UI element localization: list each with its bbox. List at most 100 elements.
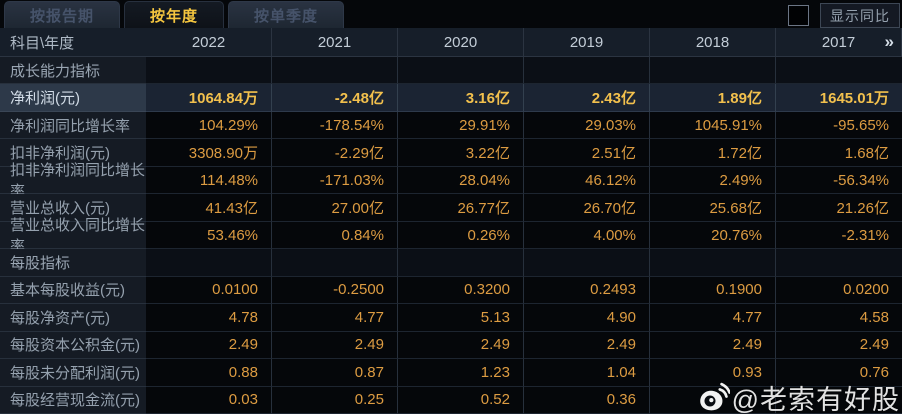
tab-by-single-quarter[interactable]: 按单季度 (228, 1, 345, 28)
section-row: 成长能力指标 (0, 57, 902, 85)
row-label: 成长能力指标 (0, 57, 146, 85)
table-cell (272, 57, 398, 85)
table-cell: 2.49 (272, 331, 398, 360)
row-label: 营业总收入(元) (0, 194, 146, 222)
row-label: 基本每股收益(元) (0, 276, 146, 305)
table-cell: 3308.90万 (146, 139, 272, 167)
table-cell (650, 386, 776, 414)
table-cell: -2.29亿 (272, 139, 398, 167)
table-cell (776, 386, 902, 414)
row-label: 每股净资产(元) (0, 304, 146, 332)
table-cell: -0.2500 (272, 276, 398, 305)
table-cell: 0.0100 (146, 276, 272, 305)
table-row: 营业总收入同比增长率 53.46% 0.84% 0.26% 4.00% 20.76% -2.… (0, 217, 902, 255)
row-label: 营业总收入同比增长率 (0, 217, 146, 255)
table-row: 净利润同比增长率 104.29% -178.54% 29.91% 29.03% 1045.… (0, 111, 902, 140)
table-cell: -56.34% (776, 166, 902, 195)
tabbar-right-controls: 显示同比 (788, 3, 902, 28)
table-cell (776, 57, 902, 85)
table-row: 每股经营现金流(元) 0.03 0.25 0.52 0.36 (0, 386, 902, 414)
table-cell (146, 249, 272, 277)
table-cell: 1.23 (398, 359, 524, 387)
table-cell: 2.49 (524, 331, 650, 360)
table-cell: 26.70亿 (524, 194, 650, 222)
table-cell: 41.43亿 (146, 194, 272, 222)
table-cell: 5.13 (398, 304, 524, 332)
table-row: 扣非净利润同比增长率 114.48% -171.03% 28.04% 46.12% 2.4… (0, 162, 902, 200)
table-cell: 25.68亿 (650, 194, 776, 222)
financial-table: 科目\年度 2022 2021 2020 2019 2018 2017» 成长能力指标 净利润(… (0, 28, 902, 414)
row-label: 每股经营现金流(元) (0, 386, 146, 414)
section-row: 每股指标 (0, 249, 902, 277)
row-label: 每股未分配利润(元) (0, 359, 146, 387)
table-cell: 46.12% (524, 166, 650, 195)
table-cell: -178.54% (272, 111, 398, 140)
table-cell: 2.43亿 (524, 84, 650, 112)
table-cell: 114.48% (146, 166, 272, 195)
table-cell (524, 57, 650, 85)
table-cell: 4.77 (272, 304, 398, 332)
table-row: 营业总收入(元) 41.43亿 27.00亿 26.77亿 26.70亿 25.68亿 21… (0, 194, 902, 222)
table-cell: -2.31% (776, 221, 902, 250)
table-cell: 4.77 (650, 304, 776, 332)
table-cell: 0.52 (398, 386, 524, 414)
table-cell: 0.3200 (398, 276, 524, 305)
table-cell: -171.03% (272, 166, 398, 195)
table-cell: 21.26亿 (776, 194, 902, 222)
table-cell (398, 249, 524, 277)
table-cell (398, 57, 524, 85)
table-cell: 0.0200 (776, 276, 902, 305)
table-cell: 2.49 (650, 331, 776, 360)
table-cell: -95.65% (776, 111, 902, 140)
year-header-2021: 2021 (272, 28, 398, 57)
table-cell (776, 249, 902, 277)
row-label: 扣非净利润(元) (0, 139, 146, 167)
table-cell: -2.48亿 (272, 84, 398, 112)
show-yoy-button[interactable]: 显示同比 (820, 3, 900, 28)
table-cell: 26.77亿 (398, 194, 524, 222)
tab-by-year[interactable]: 按年度 (124, 1, 225, 28)
table-cell: 0.03 (146, 386, 272, 414)
tab-by-report-period[interactable]: 按报告期 (4, 1, 121, 28)
table-cell: 20.76% (650, 221, 776, 250)
row-label: 净利润(元) (0, 84, 146, 112)
table-cell: 1.68亿 (776, 139, 902, 167)
table-cell: 1.72亿 (650, 139, 776, 167)
more-years-icon[interactable]: » (884, 32, 894, 51)
table-cell: 27.00亿 (272, 194, 398, 222)
year-header-2018: 2018 (650, 28, 776, 57)
table-row: 每股未分配利润(元) 0.88 0.87 1.23 1.04 0.93 0.76 (0, 359, 902, 387)
table-cell: 2.49 (398, 331, 524, 360)
table-cell: 3.22亿 (398, 139, 524, 167)
table-cell: 1045.91% (650, 111, 776, 140)
table-cell: 0.93 (650, 359, 776, 387)
table-cell: 0.26% (398, 221, 524, 250)
corner-header-cell: 科目\年度 (0, 28, 146, 57)
show-yoy-checkbox[interactable] (788, 5, 809, 26)
table-cell: 53.46% (146, 221, 272, 250)
table-cell: 4.90 (524, 304, 650, 332)
table-cell: 2.49% (650, 166, 776, 195)
table-cell: 0.36 (524, 386, 650, 414)
row-label: 每股指标 (0, 249, 146, 277)
row-label: 扣非净利润同比增长率 (0, 162, 146, 200)
table-cell: 29.91% (398, 111, 524, 140)
table-cell: 1.04 (524, 359, 650, 387)
table-cell: 104.29% (146, 111, 272, 140)
table-cell: 0.88 (146, 359, 272, 387)
table-cell: 29.03% (524, 111, 650, 140)
table-cell: 0.2493 (524, 276, 650, 305)
table-cell: 4.58 (776, 304, 902, 332)
table-cell: 1064.84万 (146, 84, 272, 112)
table-cell: 1645.01万 (776, 84, 902, 112)
year-header-2019: 2019 (524, 28, 650, 57)
table-cell: 28.04% (398, 166, 524, 195)
table-row: 每股资本公积金(元) 2.49 2.49 2.49 2.49 2.49 2.49 (0, 331, 902, 360)
table-cell: 2.51亿 (524, 139, 650, 167)
table-row: 净利润(元) 1064.84万 -2.48亿 3.16亿 2.43亿 1.89亿 1645.… (0, 84, 902, 112)
table-cell (524, 249, 650, 277)
table-cell: 2.49 (776, 331, 902, 360)
table-cell: 0.87 (272, 359, 398, 387)
year-header-2017: 2017» (776, 28, 902, 57)
table-cell: 0.76 (776, 359, 902, 387)
